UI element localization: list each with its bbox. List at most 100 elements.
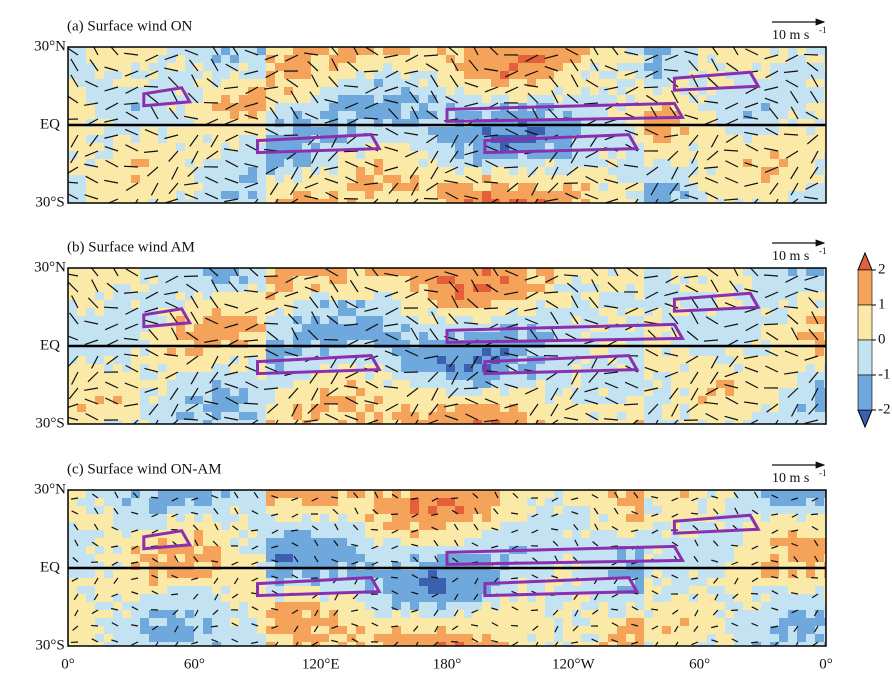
field-cell — [68, 324, 78, 333]
field-cell — [68, 490, 78, 499]
field-cell — [383, 356, 393, 365]
field-cell — [302, 103, 312, 112]
field-cell — [653, 135, 663, 144]
field-cell — [644, 356, 654, 365]
field-cell — [293, 610, 303, 619]
field-cell — [167, 602, 177, 611]
field-cell — [221, 268, 231, 277]
scale-label-sup: -1 — [819, 25, 827, 35]
field-cell — [761, 276, 771, 285]
field-cell — [122, 618, 132, 627]
field-cell — [257, 348, 267, 357]
field-cell — [743, 388, 753, 397]
field-cell — [815, 95, 825, 104]
field-cell — [365, 300, 375, 309]
field-cell — [527, 183, 537, 192]
field-cell — [608, 71, 618, 80]
field-cell — [239, 626, 249, 635]
field-cell — [311, 634, 321, 643]
field-cell — [707, 103, 717, 112]
field-cell — [221, 506, 231, 515]
field-cell — [599, 71, 609, 80]
field-cell — [419, 538, 429, 547]
field-cell — [635, 63, 645, 72]
field-cell — [140, 610, 150, 619]
field-cell — [635, 284, 645, 293]
field-cell — [626, 316, 636, 325]
field-cell — [239, 63, 249, 72]
field-cell — [437, 143, 447, 152]
field-cell — [275, 380, 285, 389]
field-cell — [356, 191, 366, 200]
field-cell — [302, 167, 312, 176]
field-cell — [275, 522, 285, 531]
field-cell — [347, 151, 357, 160]
field-cell — [77, 586, 87, 595]
field-cell — [671, 380, 681, 389]
field-cell — [95, 143, 105, 152]
field-cell — [383, 95, 393, 104]
field-cell — [239, 348, 249, 357]
field-cell — [230, 55, 240, 64]
field-cell — [203, 490, 213, 499]
field-cell — [671, 191, 681, 200]
field-cell — [320, 634, 330, 643]
field-cell — [734, 276, 744, 285]
field-cell — [194, 634, 204, 643]
field-cell — [122, 554, 132, 563]
field-cell — [194, 332, 204, 341]
field-cell — [392, 63, 402, 72]
field-cell — [374, 634, 384, 643]
field-cell — [104, 372, 114, 381]
field-cell — [266, 586, 276, 595]
field-cell — [572, 348, 582, 357]
field-cell — [410, 372, 420, 381]
field-cell — [329, 570, 339, 579]
field-cell — [140, 268, 150, 277]
field-cell — [77, 151, 87, 160]
field-cell — [86, 514, 96, 523]
field-cell — [311, 404, 321, 413]
field-cell — [491, 183, 501, 192]
field-cell — [131, 103, 141, 112]
field-cell — [815, 175, 825, 184]
field-cell — [104, 308, 114, 317]
field-cell — [365, 316, 375, 325]
field-cell — [221, 538, 231, 547]
field-cell — [347, 554, 357, 563]
field-cell — [329, 308, 339, 317]
field-cell — [302, 396, 312, 405]
field-cell — [779, 332, 789, 341]
field-cell — [104, 332, 114, 341]
field-cell — [284, 634, 294, 643]
field-cell — [320, 514, 330, 523]
field-cell — [518, 292, 528, 301]
field-cell — [482, 292, 492, 301]
field-cell — [815, 87, 825, 96]
field-cell — [248, 316, 258, 325]
field-cell — [455, 183, 465, 192]
field-cell — [347, 498, 357, 507]
field-cell — [104, 404, 114, 413]
field-cell — [599, 396, 609, 405]
field-cell — [761, 388, 771, 397]
field-cell — [383, 412, 393, 421]
field-cell — [86, 530, 96, 539]
field-cell — [266, 522, 276, 531]
field-cell — [383, 143, 393, 152]
field-cell — [545, 191, 555, 200]
field-cell — [518, 87, 528, 96]
field-cell — [158, 316, 168, 325]
field-cell — [239, 388, 249, 397]
field-cell — [572, 396, 582, 405]
field-cell — [365, 602, 375, 611]
field-cell — [743, 95, 753, 104]
field-cell — [212, 292, 222, 301]
field-cell — [779, 175, 789, 184]
field-cell — [509, 284, 519, 293]
field-cell — [311, 602, 321, 611]
field-cell — [491, 191, 501, 200]
field-cell — [86, 546, 96, 555]
field-cell — [797, 151, 807, 160]
field-cell — [230, 332, 240, 341]
